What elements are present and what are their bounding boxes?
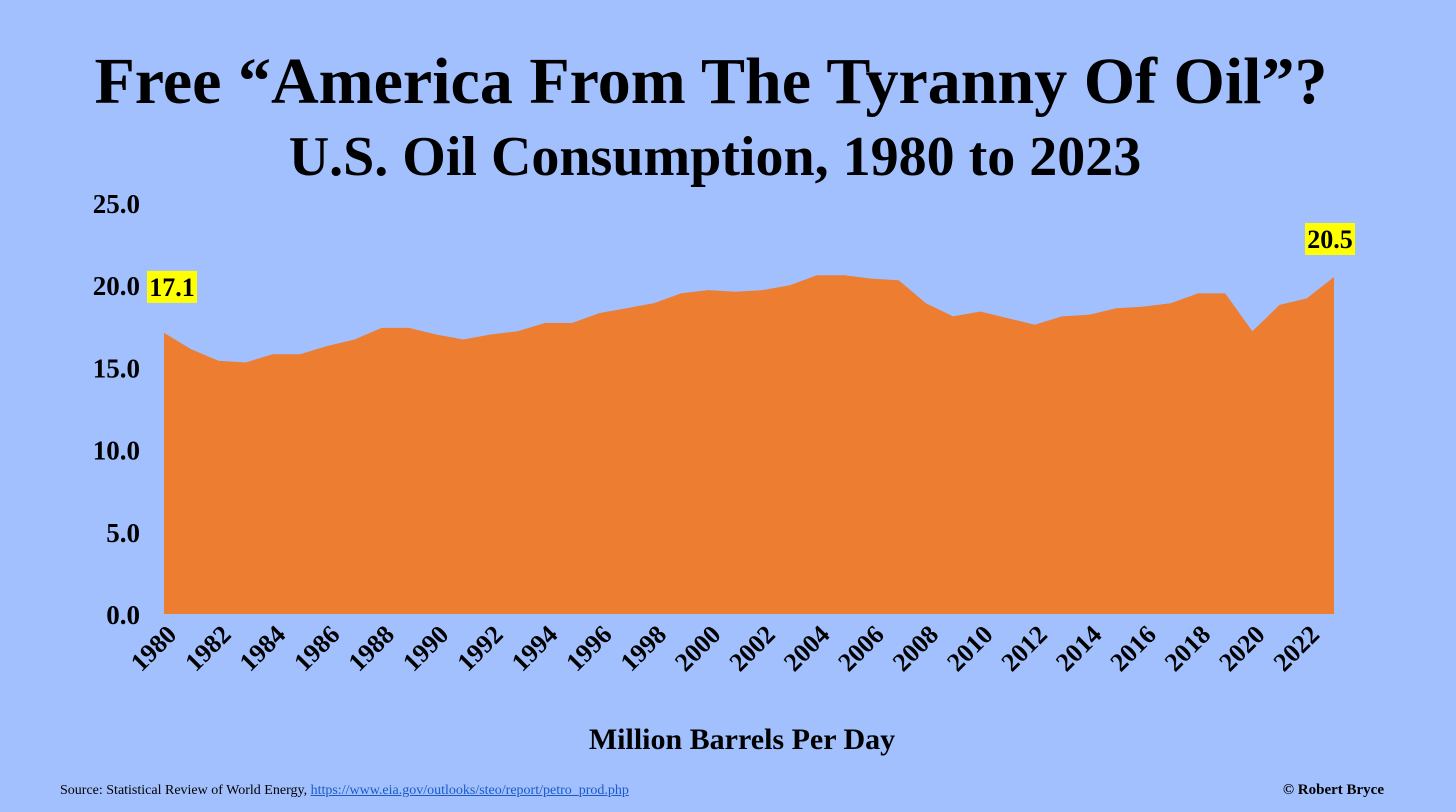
unit-label: Million Barrels Per Day — [588, 723, 896, 756]
x-tick-label: 2016 — [1105, 620, 1162, 677]
chart-subtitle: U.S. Oil Consumption, 1980 to 2023 — [288, 126, 1142, 188]
x-tick-label: 2022 — [1268, 620, 1325, 677]
x-tick-label: 1982 — [179, 620, 236, 677]
x-axis-ticks: 1980198219841986198819901992199419961998… — [125, 620, 1325, 677]
callout-background — [1305, 222, 1355, 255]
callout-label: 20.5 — [1307, 225, 1353, 254]
x-tick-label: 2014 — [1050, 620, 1107, 677]
x-tick-label: 1994 — [506, 620, 563, 677]
x-tick-label: 2004 — [778, 620, 835, 677]
x-tick-label: 2012 — [996, 620, 1053, 677]
copyright-notice: © Robert Bryce — [1282, 782, 1384, 798]
x-tick-label: 2000 — [669, 620, 726, 677]
x-tick-label: 2006 — [832, 620, 889, 677]
x-tick-label: 1990 — [397, 620, 454, 677]
x-tick-label: 2002 — [724, 620, 781, 677]
area-series — [164, 275, 1334, 614]
x-tick-label: 1986 — [288, 620, 345, 677]
x-tick-label: 1996 — [560, 620, 617, 677]
y-axis-ticks: 0.0 5.0 10.0 15.0 20.0 25.0 — [93, 189, 140, 630]
y-tick-label: 0.0 — [106, 600, 140, 630]
y-tick-label: 10.0 — [93, 436, 140, 466]
source-note: Source: Statistical Review of World Ener… — [60, 782, 629, 800]
x-tick-label: 1984 — [234, 620, 291, 677]
value-callout: 20.5 — [1305, 222, 1355, 255]
x-tick-label: 2008 — [887, 620, 944, 677]
source-link[interactable]: https://www.eia.gov/outlooks/steo/report… — [310, 783, 629, 798]
x-tick-label: 1998 — [615, 620, 672, 677]
y-tick-label: 25.0 — [93, 189, 140, 219]
x-tick-label: 2020 — [1213, 620, 1270, 677]
data-callouts: 17.1 20.5 — [147, 222, 1355, 303]
x-tick-label: 1992 — [451, 620, 508, 677]
x-tick-label: 1988 — [343, 620, 400, 677]
callout-background — [147, 270, 197, 303]
consumption-area — [164, 275, 1334, 614]
chart-title: Free “America From The Tyranny Of Oil”? — [94, 45, 1328, 118]
x-tick-label: 2018 — [1159, 620, 1216, 677]
y-tick-label: 15.0 — [93, 353, 140, 383]
y-tick-label: 20.0 — [93, 271, 140, 301]
value-callout: 17.1 — [147, 270, 197, 303]
callout-label: 17.1 — [149, 273, 195, 302]
x-tick-label: 2010 — [941, 620, 998, 677]
source-label: Source: Statistical Review of World Ener… — [60, 783, 308, 798]
y-tick-label: 5.0 — [106, 518, 140, 548]
